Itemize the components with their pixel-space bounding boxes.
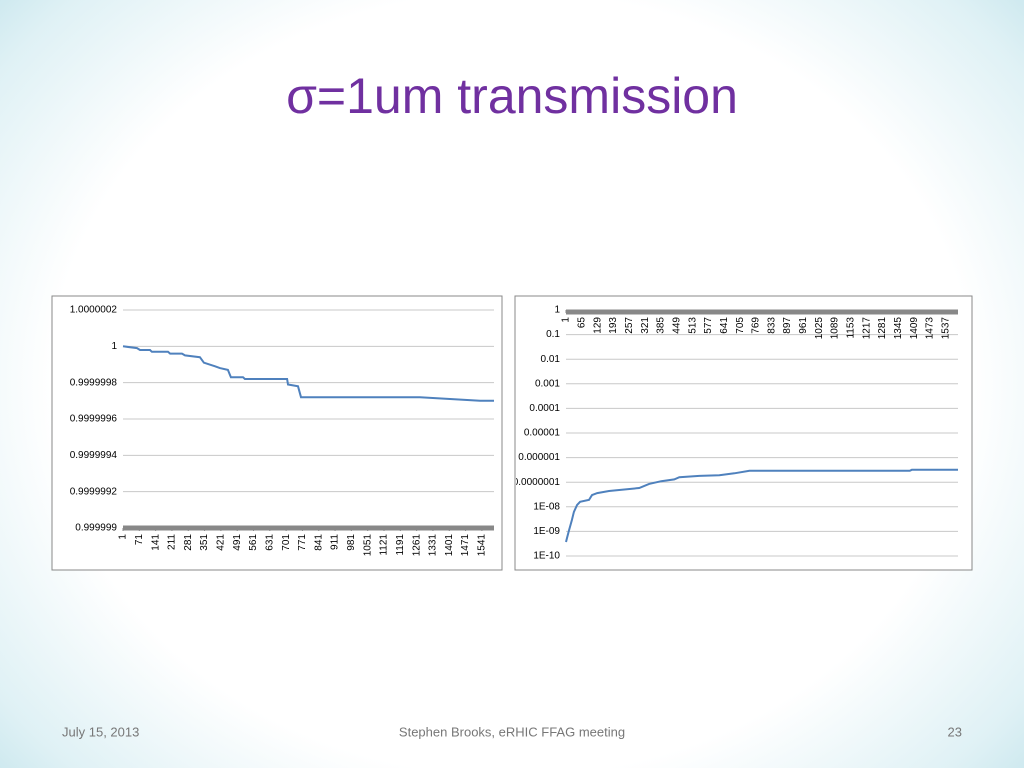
- y-tick-label: 0.999999: [75, 523, 117, 534]
- x-tick-label: 1217: [861, 317, 872, 340]
- data-line: [565, 468, 958, 543]
- x-tick-label: 911: [330, 534, 341, 550]
- x-tick-label: 705: [735, 317, 746, 334]
- chart-frame: [51, 295, 503, 571]
- data-line: [122, 345, 494, 402]
- y-tick-label: 0.1: [546, 329, 560, 340]
- x-tick-label: 897: [782, 317, 793, 334]
- chart: 0.999999 0.9999992 0.9999994 0.9999996 0.999…: [70, 305, 494, 557]
- date: July 15, 2013: [62, 724, 139, 739]
- y-tick-label: 0.000001: [518, 452, 560, 463]
- chart: 10.10.010.0010.00010.000010.0000010.0000…: [513, 305, 958, 562]
- x-tick-label: 211: [167, 534, 178, 550]
- x-tick-label: 577: [703, 317, 714, 334]
- x-tick-label: 281: [183, 534, 194, 551]
- x-tick-label: 71: [134, 534, 145, 546]
- x-tick-label: 641: [719, 317, 730, 334]
- slide-title: σ=1um transmission: [286, 68, 738, 124]
- y-tick-label: 0.01: [541, 354, 561, 365]
- x-tick-label: 1409: [909, 317, 920, 340]
- x-tick-label: 841: [313, 534, 324, 551]
- x-tick-label: 1401: [444, 534, 455, 557]
- x-tick-label: 351: [199, 534, 210, 551]
- y-tick-label: 1: [554, 305, 560, 316]
- x-tick-label: 1025: [814, 317, 825, 340]
- x-tick-label: 1541: [477, 534, 488, 557]
- x-tick-label: 631: [264, 534, 275, 551]
- x-tick-label: 561: [248, 534, 259, 551]
- page-number: 23: [948, 724, 962, 739]
- x-tick-label: 1473: [925, 317, 936, 340]
- x-tick-label: 513: [687, 317, 698, 334]
- x-tick-label: 1191: [395, 534, 406, 556]
- x-tick-label: 1345: [893, 317, 904, 340]
- y-tick-label: 1E-10: [533, 551, 560, 562]
- x-tick-label: 141: [150, 534, 161, 551]
- x-tick-label: 65: [576, 317, 587, 329]
- x-tick-label: 449: [671, 317, 682, 334]
- x-tick-label: 1261: [411, 534, 422, 557]
- y-tick-label: 1.0000002: [70, 305, 118, 316]
- y-tick-label: 0.9999998: [70, 377, 118, 388]
- x-tick-label: 421: [216, 534, 227, 551]
- x-tick-label: 491: [232, 534, 243, 551]
- x-tick-label: 961: [798, 317, 809, 334]
- y-tick-label: 0.0001: [529, 403, 560, 414]
- x-tick-label: 193: [608, 317, 619, 334]
- x-tick-label: 1331: [428, 534, 439, 557]
- x-tick-label: 981: [346, 534, 357, 551]
- y-tick-label: 0.00001: [524, 428, 561, 439]
- x-tick-label: 1471: [460, 534, 471, 557]
- x-tick-label: 1537: [941, 317, 952, 340]
- x-tick-label: 1: [118, 534, 129, 540]
- x-tick-label: 1051: [362, 534, 373, 557]
- y-tick-label: 1: [111, 341, 117, 352]
- footer: Stephen Brooks, eRHIC FFAG meeting: [399, 724, 625, 739]
- y-tick-label: 1E-08: [533, 501, 560, 512]
- y-tick-label: 0.0000001: [513, 477, 561, 488]
- x-tick-label: 701: [281, 534, 292, 551]
- x-tick-label: 1: [561, 317, 572, 323]
- x-tick-label: 129: [592, 317, 603, 334]
- x-tick-label: 1153: [846, 317, 857, 339]
- x-tick-label: 833: [766, 317, 777, 334]
- y-tick-label: 0.9999994: [70, 450, 118, 461]
- y-tick-label: 0.9999996: [70, 414, 118, 425]
- y-tick-label: 0.001: [535, 378, 560, 389]
- x-tick-label: 385: [656, 317, 667, 334]
- x-tick-label: 769: [751, 317, 762, 334]
- x-tick-label: 1281: [877, 317, 888, 340]
- y-tick-label: 1E-09: [533, 526, 560, 537]
- x-tick-label: 321: [640, 317, 651, 334]
- y-tick-label: 0.9999992: [70, 486, 118, 497]
- x-tick-label: 1089: [830, 317, 841, 340]
- x-tick-label: 771: [297, 534, 308, 551]
- x-tick-label: 257: [624, 317, 635, 334]
- x-tick-label: 1121: [379, 534, 390, 556]
